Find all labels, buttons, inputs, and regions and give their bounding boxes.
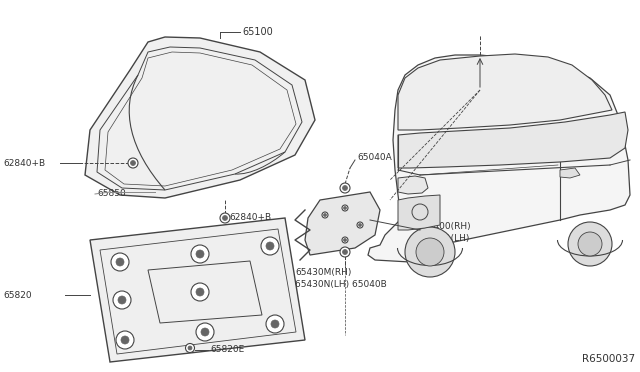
Circle shape: [111, 253, 129, 271]
Circle shape: [261, 237, 279, 255]
Circle shape: [340, 183, 350, 193]
Text: R6500037: R6500037: [582, 354, 635, 364]
Circle shape: [116, 258, 124, 266]
Circle shape: [357, 222, 363, 228]
Circle shape: [323, 214, 326, 217]
Circle shape: [340, 247, 350, 257]
Circle shape: [322, 212, 328, 218]
Polygon shape: [305, 192, 380, 255]
Circle shape: [342, 250, 348, 254]
Circle shape: [416, 238, 444, 266]
Text: 65040A: 65040A: [357, 154, 392, 163]
Circle shape: [191, 245, 209, 263]
Circle shape: [196, 323, 214, 341]
Circle shape: [128, 158, 138, 168]
Text: 65850: 65850: [97, 189, 125, 199]
Polygon shape: [398, 195, 440, 230]
Polygon shape: [90, 218, 305, 362]
Text: 65400(RH): 65400(RH): [422, 221, 470, 231]
Circle shape: [191, 283, 209, 301]
Circle shape: [266, 242, 274, 250]
Circle shape: [186, 343, 195, 353]
Polygon shape: [398, 112, 628, 168]
Text: 62840+B: 62840+B: [3, 158, 45, 167]
Circle shape: [266, 315, 284, 333]
Polygon shape: [560, 168, 580, 178]
Text: 62840+B: 62840+B: [229, 214, 271, 222]
Text: 65820: 65820: [3, 291, 31, 299]
Text: 65820E: 65820E: [210, 346, 244, 355]
Circle shape: [271, 320, 279, 328]
Circle shape: [358, 224, 362, 227]
Circle shape: [220, 213, 230, 223]
Circle shape: [344, 206, 346, 209]
Text: 65430M(RH): 65430M(RH): [295, 267, 351, 276]
Circle shape: [405, 227, 455, 277]
Circle shape: [196, 288, 204, 296]
Polygon shape: [85, 37, 315, 198]
Circle shape: [113, 291, 131, 309]
Text: 65401(LH): 65401(LH): [422, 234, 469, 243]
Polygon shape: [368, 55, 630, 262]
Circle shape: [568, 222, 612, 266]
Circle shape: [342, 186, 348, 190]
Circle shape: [342, 237, 348, 243]
Circle shape: [131, 160, 136, 166]
Circle shape: [578, 232, 602, 256]
Circle shape: [116, 331, 134, 349]
Polygon shape: [398, 176, 428, 194]
Circle shape: [188, 346, 192, 350]
Text: 65100: 65100: [242, 27, 273, 37]
Circle shape: [196, 250, 204, 258]
Circle shape: [201, 328, 209, 336]
Circle shape: [342, 205, 348, 211]
Polygon shape: [398, 54, 612, 130]
Circle shape: [344, 238, 346, 241]
Circle shape: [118, 296, 126, 304]
Circle shape: [121, 336, 129, 344]
Circle shape: [223, 215, 227, 221]
Text: 65430N(LH) 65040B: 65430N(LH) 65040B: [295, 279, 387, 289]
